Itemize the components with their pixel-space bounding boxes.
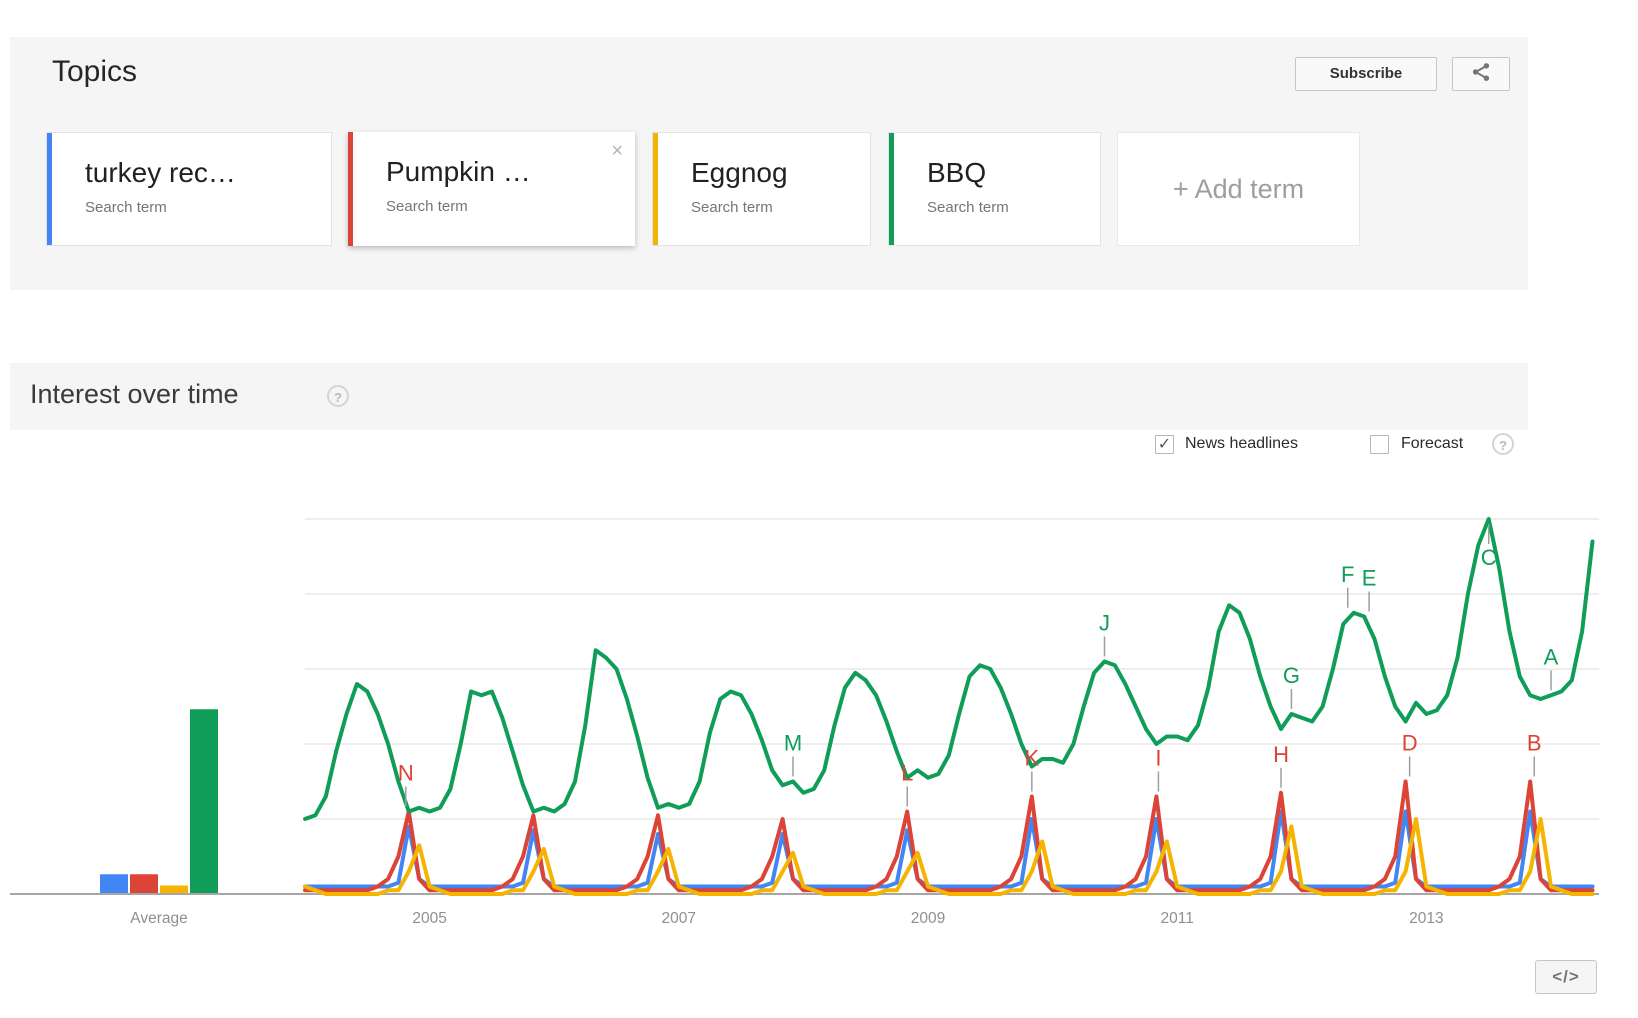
annotation-letter-K[interactable]: K (1024, 746, 1039, 771)
news-headlines-label: News headlines (1185, 435, 1298, 452)
forecast-checkbox[interactable] (1370, 435, 1389, 454)
term-color-strip (348, 132, 353, 246)
term-type-label: Search term (386, 198, 468, 215)
term-card-eggnog[interactable]: Eggnog Search term (652, 132, 871, 246)
series-line-2 (303, 779, 1595, 893)
term-title: Pumpkin … (386, 156, 531, 187)
annotation-letter-H[interactable]: H (1273, 742, 1289, 767)
x-label-average: Average (130, 910, 187, 927)
average-bar-1 (100, 874, 128, 893)
share-button[interactable] (1452, 57, 1510, 91)
x-label-2009: 2009 (911, 910, 945, 927)
term-title: BBQ (927, 157, 987, 188)
term-title: turkey rec… (85, 157, 236, 188)
annotation-letter-A[interactable]: A (1544, 644, 1559, 669)
term-type-label: Search term (927, 199, 1009, 216)
annotation-letter-B[interactable]: B (1527, 731, 1542, 756)
annotation-letter-C[interactable]: C (1481, 545, 1497, 570)
term-color-strip (889, 133, 894, 245)
chart-controls: ✓ News headlines Forecast ? (0, 433, 1590, 459)
term-color-strip (47, 133, 52, 245)
annotation-letter-E[interactable]: E (1362, 566, 1377, 591)
annotation-letter-G[interactable]: G (1283, 663, 1300, 688)
term-type-label: Search term (85, 199, 167, 216)
term-type-label: Search term (691, 199, 773, 216)
annotation-letter-L[interactable]: L (901, 761, 913, 786)
average-bar-3 (160, 885, 188, 893)
subscribe-button[interactable]: Subscribe (1295, 57, 1437, 91)
term-card-bbq[interactable]: BBQ Search term (888, 132, 1101, 246)
term-card-turkeyrec[interactable]: turkey rec… Search term (46, 132, 332, 246)
interest-over-time-header: Interest over time ? (10, 363, 1528, 430)
series-line-4 (303, 517, 1595, 821)
embed-code-button[interactable]: </> (1535, 960, 1597, 994)
annotation-letter-M[interactable]: M (784, 731, 802, 756)
x-label-2005: 2005 (412, 910, 446, 927)
x-label-2013: 2013 (1409, 910, 1443, 927)
series-line-3 (303, 817, 1595, 896)
annotation-letter-J[interactable]: J (1099, 611, 1110, 636)
average-bar-2 (130, 874, 158, 893)
annotation-letter-N[interactable]: N (398, 761, 414, 786)
annotation-letter-D[interactable]: D (1402, 731, 1418, 756)
help-icon[interactable]: ? (1492, 433, 1514, 455)
share-icon (1470, 61, 1492, 88)
annotation-letter-F[interactable]: F (1341, 562, 1354, 587)
forecast-label: Forecast (1401, 435, 1464, 452)
topics-title: Topics (52, 55, 138, 88)
help-icon[interactable]: ? (327, 385, 349, 407)
interest-over-time-title: Interest over time (30, 379, 239, 409)
close-icon[interactable]: × (611, 140, 623, 162)
x-label-2011: 2011 (1161, 910, 1194, 927)
x-label-2007: 2007 (662, 910, 696, 927)
add-term-button[interactable]: + Add term (1117, 132, 1360, 246)
term-color-strip (653, 133, 658, 245)
interest-over-time-chart: A B C D EF G H I J K L M N Average 2005 2007 2009 2011 201… (10, 517, 1599, 927)
annotation-letter-I[interactable]: I (1155, 746, 1161, 771)
news-headlines-checkbox[interactable]: ✓ (1155, 435, 1174, 454)
term-title: Eggnog (691, 157, 788, 188)
average-bar-4 (190, 709, 218, 893)
term-card-pumpkin[interactable]: Pumpkin … Search term × (348, 132, 635, 246)
series-line-1 (303, 809, 1595, 889)
topics-panel: Topics Subscribe turkey rec… Search term P… (10, 37, 1528, 290)
